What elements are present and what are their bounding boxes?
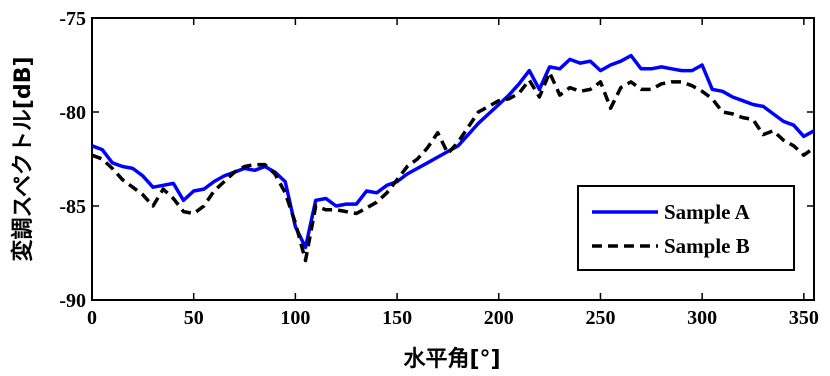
legend-box (577, 185, 795, 271)
x-tick-label: 150 (382, 307, 412, 329)
series-line-sample-b (91, 70, 816, 263)
x-tick-label: 50 (184, 307, 204, 329)
x-tick-label: 250 (585, 307, 615, 329)
legend-label-sample-b: Sample B (664, 234, 750, 258)
legend-label-sample-a: Sample A (664, 200, 751, 224)
x-tick-label: 350 (789, 307, 819, 329)
y-tick-label: -90 (59, 290, 86, 312)
x-axis-label: 水平角[°] (403, 346, 500, 372)
x-tick-label: 200 (484, 307, 514, 329)
x-tick-label: 100 (280, 307, 310, 329)
y-axis-label: 変調スペクトル[dB] (10, 56, 36, 261)
x-tick-label: 300 (687, 307, 717, 329)
y-tick-label: -75 (59, 8, 86, 30)
x-tick-label: 0 (87, 307, 97, 329)
y-tick-label: -80 (59, 102, 86, 124)
y-tick-label: -85 (59, 196, 86, 218)
